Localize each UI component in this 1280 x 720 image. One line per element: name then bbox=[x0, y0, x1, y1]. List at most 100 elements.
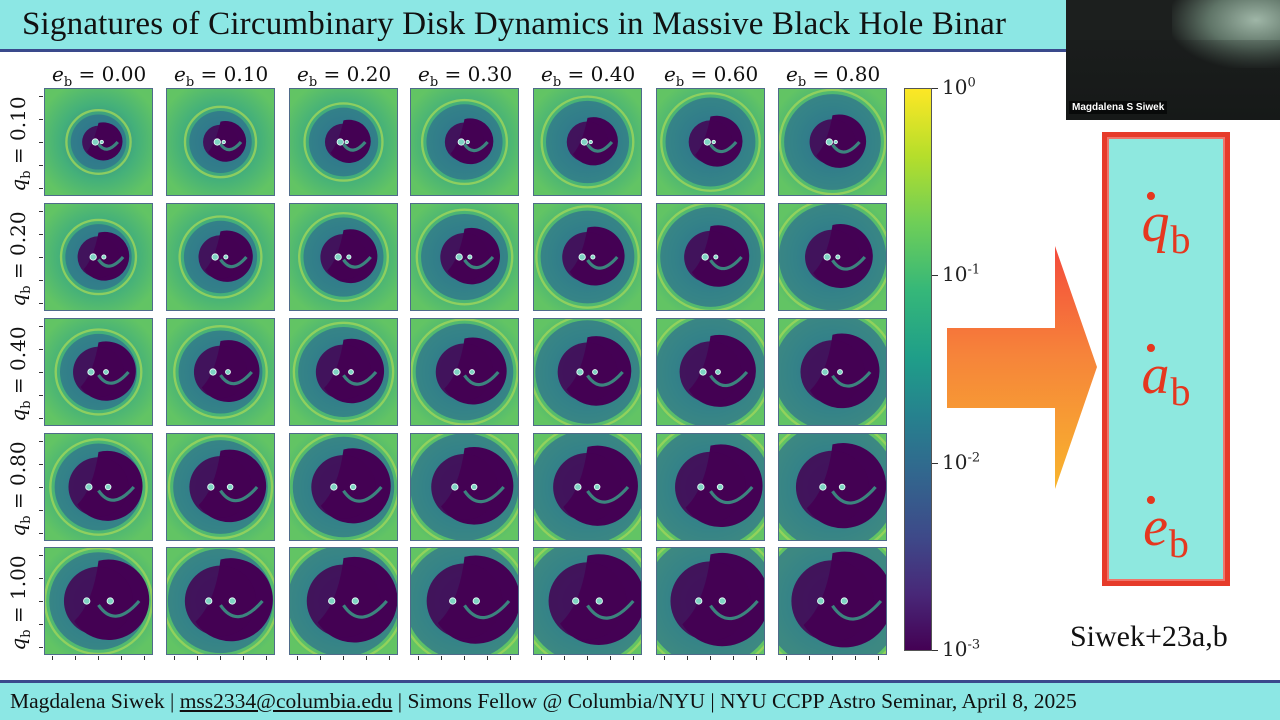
axis-tick bbox=[39, 578, 43, 579]
axis-tick bbox=[320, 656, 321, 660]
sim-panel bbox=[778, 88, 887, 196]
axis-tick bbox=[389, 656, 390, 660]
footer-event: NYU CCPP Astro Seminar, April 8, 2025 bbox=[720, 689, 1077, 713]
footer-separator: | bbox=[397, 689, 403, 713]
formula-qb-symbol: q bbox=[1141, 192, 1170, 254]
colorbar-tick-label: 10-1 bbox=[942, 262, 981, 287]
footer-separator: | bbox=[170, 689, 175, 713]
axis-tick bbox=[39, 280, 43, 281]
derivatives-box: • qb • ab • eb bbox=[1102, 132, 1230, 586]
sim-panel bbox=[533, 433, 642, 541]
column-label-0: eb = 0.00 bbox=[52, 62, 147, 90]
axis-tick bbox=[809, 656, 810, 660]
axis-tick bbox=[39, 395, 43, 396]
axis-tick bbox=[197, 656, 198, 660]
footer-bar: Magdalena Siwek | mss2334@columbia.edu |… bbox=[0, 680, 1280, 720]
axis-tick bbox=[39, 303, 43, 304]
formula-eb: • eb bbox=[1143, 482, 1189, 567]
sim-panel bbox=[289, 203, 398, 311]
column-label-5: eb = 0.60 bbox=[664, 62, 759, 90]
sim-panel bbox=[778, 318, 887, 426]
column-label-2: eb = 0.20 bbox=[297, 62, 392, 90]
axis-tick bbox=[39, 487, 43, 488]
sim-panel bbox=[410, 88, 519, 196]
sim-panel bbox=[289, 433, 398, 541]
video-thumbnail[interactable]: Magdalena S Siwek bbox=[1066, 0, 1280, 120]
axis-tick bbox=[39, 533, 43, 534]
right-arrow-icon bbox=[947, 246, 1097, 489]
colorbar bbox=[904, 88, 932, 651]
axis-tick bbox=[39, 441, 43, 442]
axis-tick bbox=[441, 656, 442, 660]
axis-tick bbox=[39, 234, 43, 235]
colorbar-tick-label: 10-3 bbox=[942, 637, 981, 661]
axis-tick bbox=[39, 211, 43, 212]
footer-author: Magdalena Siwek bbox=[10, 689, 165, 713]
axis-tick bbox=[52, 656, 53, 660]
sim-panel bbox=[410, 318, 519, 426]
slide-title: Signatures of Circumbinary Disk Dynamics… bbox=[22, 6, 1007, 42]
row-label-0: qb = 0.10 bbox=[6, 96, 34, 192]
axis-tick bbox=[487, 656, 488, 660]
footer-separator: | bbox=[710, 689, 715, 713]
sim-panel bbox=[44, 547, 153, 655]
axis-tick bbox=[756, 656, 757, 660]
row-label-2: qb = 0.40 bbox=[6, 326, 34, 422]
axis-tick bbox=[510, 656, 511, 660]
footer-email-link[interactable]: mss2334@columbia.edu bbox=[179, 689, 393, 713]
colorbar-tick bbox=[932, 650, 938, 651]
axis-tick bbox=[418, 656, 419, 660]
colorbar-tick-label: 100 bbox=[942, 75, 976, 99]
sim-panel bbox=[656, 433, 765, 541]
axis-tick bbox=[39, 601, 43, 602]
axis-tick bbox=[541, 656, 542, 660]
column-label-1: eb = 0.10 bbox=[174, 62, 269, 90]
footer-affiliation: Simons Fellow @ Columbia/NYU bbox=[407, 689, 705, 713]
sim-panel bbox=[289, 547, 398, 655]
row-label-4: qb = 1.00 bbox=[6, 555, 34, 651]
axis-tick bbox=[98, 656, 99, 660]
colorbar-tick bbox=[932, 462, 938, 464]
axis-tick bbox=[39, 464, 43, 465]
axis-tick bbox=[664, 656, 665, 660]
axis-tick bbox=[564, 656, 565, 660]
axis-tick bbox=[832, 656, 833, 660]
sim-panel bbox=[44, 88, 153, 196]
axis-tick bbox=[39, 165, 43, 166]
axis-tick bbox=[220, 656, 221, 660]
sim-panel bbox=[656, 547, 765, 655]
axis-tick bbox=[39, 142, 43, 143]
sim-panel bbox=[289, 88, 398, 196]
sim-panel bbox=[533, 203, 642, 311]
axis-tick bbox=[39, 326, 43, 327]
formula-eb-symbol: e bbox=[1143, 496, 1168, 558]
sim-panel bbox=[778, 433, 887, 541]
axis-tick bbox=[633, 656, 634, 660]
axis-tick bbox=[39, 119, 43, 120]
axis-tick bbox=[878, 656, 879, 660]
sim-panel bbox=[166, 318, 275, 426]
colorbar-tick bbox=[932, 275, 938, 277]
axis-tick bbox=[39, 555, 43, 556]
sim-panel bbox=[166, 88, 275, 196]
axis-tick bbox=[39, 257, 43, 258]
row-label-1: qb = 0.20 bbox=[6, 211, 34, 307]
axis-tick bbox=[39, 647, 43, 648]
axis-tick bbox=[733, 656, 734, 660]
axis-tick bbox=[687, 656, 688, 660]
axis-tick bbox=[39, 349, 43, 350]
axis-tick bbox=[855, 656, 856, 660]
sim-panel bbox=[410, 433, 519, 541]
axis-tick bbox=[710, 656, 711, 660]
participant-name-label: Magdalena S Siwek bbox=[1069, 101, 1168, 114]
formula-ab-symbol: a bbox=[1141, 344, 1170, 406]
axis-tick bbox=[610, 656, 611, 660]
axis-tick bbox=[174, 656, 175, 660]
axis-tick bbox=[464, 656, 465, 660]
sim-panel bbox=[656, 88, 765, 196]
axis-tick bbox=[266, 656, 267, 660]
sim-panel bbox=[166, 433, 275, 541]
sim-panel bbox=[533, 547, 642, 655]
colorbar-tick bbox=[932, 88, 938, 89]
